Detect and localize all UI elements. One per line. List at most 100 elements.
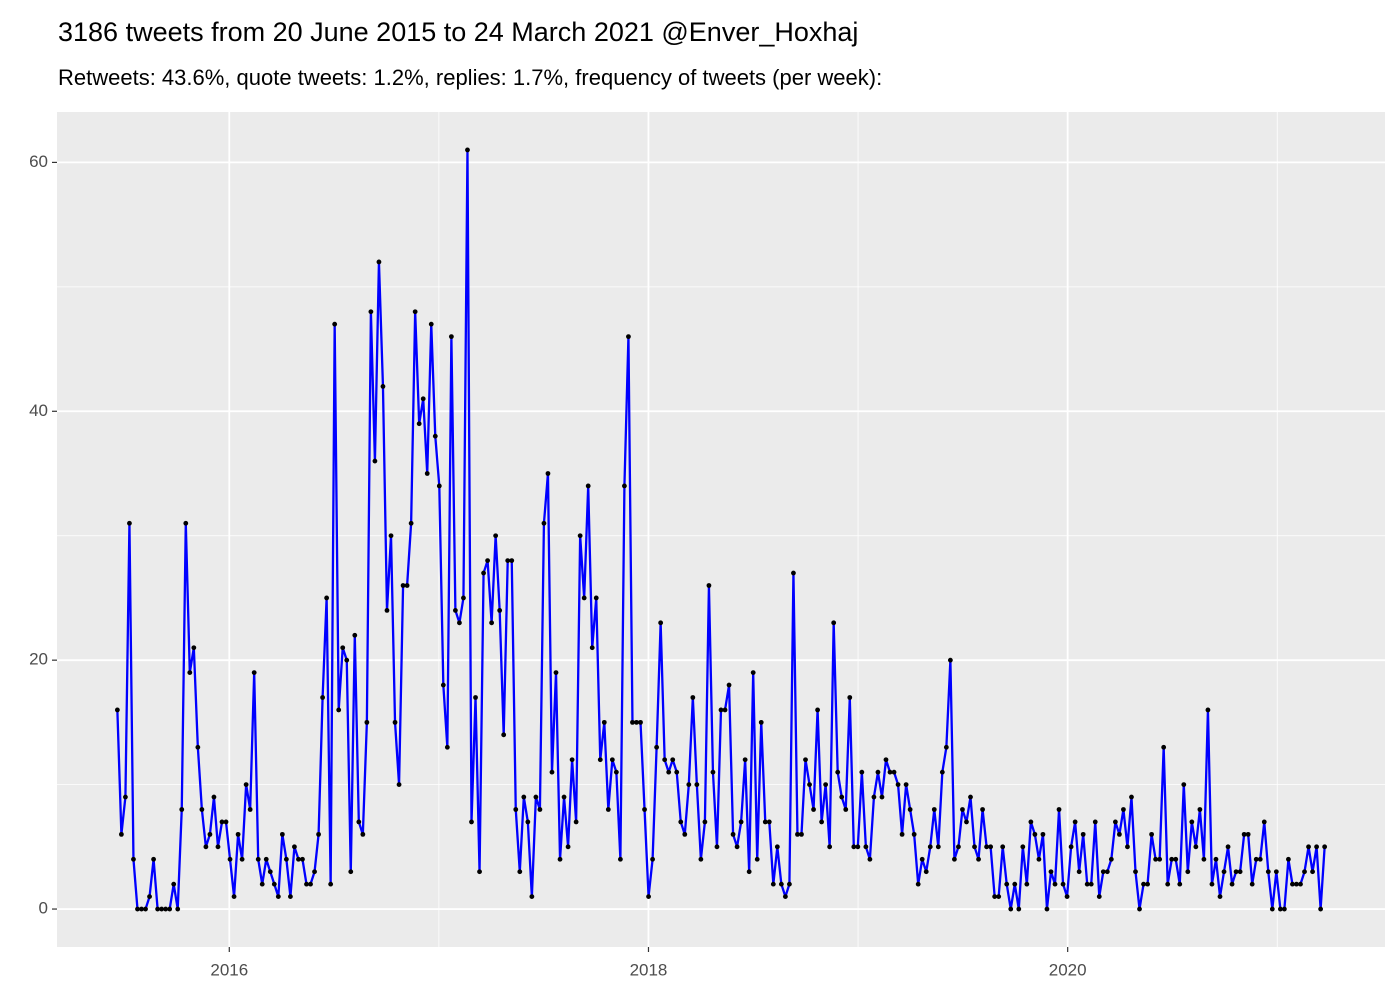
- point: [613, 769, 619, 775]
- point: [992, 894, 998, 900]
- point: [1096, 894, 1102, 900]
- point: [1000, 844, 1006, 850]
- point: [815, 707, 820, 713]
- point: [1205, 707, 1211, 713]
- point: [288, 894, 293, 900]
- point: [899, 831, 905, 837]
- point: [1261, 819, 1267, 825]
- point: [127, 520, 132, 526]
- point: [863, 844, 869, 850]
- point: [448, 334, 454, 340]
- point: [996, 894, 1002, 900]
- point: [855, 844, 861, 850]
- point: [247, 807, 253, 812]
- point: [549, 769, 555, 775]
- point: [300, 856, 305, 862]
- point: [923, 869, 929, 875]
- point: [1181, 782, 1187, 788]
- point: [324, 595, 330, 601]
- point: [847, 695, 853, 700]
- chart-subtitle: Retweets: 43.6%, quote tweets: 1.2%, rep…: [58, 65, 882, 90]
- point: [123, 794, 128, 800]
- point: [762, 819, 768, 825]
- point: [243, 782, 249, 788]
- point: [444, 744, 450, 750]
- point: [1125, 844, 1130, 850]
- point: [710, 769, 716, 775]
- point: [392, 719, 398, 725]
- point: [573, 819, 579, 825]
- point: [1193, 844, 1199, 850]
- point: [891, 769, 897, 775]
- point: [943, 744, 949, 750]
- point: [593, 595, 599, 601]
- point: [380, 383, 386, 389]
- point: [702, 819, 708, 825]
- point: [312, 869, 317, 875]
- point: [670, 757, 676, 763]
- point: [388, 533, 394, 539]
- point: [1294, 881, 1299, 887]
- point: [457, 620, 462, 626]
- point: [251, 670, 257, 676]
- point: [187, 670, 193, 676]
- point: [505, 558, 511, 564]
- point: [1024, 881, 1030, 887]
- point: [935, 844, 941, 850]
- point: [626, 334, 631, 340]
- point: [1117, 831, 1122, 837]
- point: [1044, 906, 1050, 912]
- point: [227, 856, 233, 862]
- point: [545, 471, 551, 476]
- point: [903, 782, 909, 788]
- point: [1060, 881, 1066, 887]
- point: [1080, 831, 1086, 837]
- point: [1314, 844, 1319, 850]
- point: [577, 533, 583, 539]
- point: [1008, 906, 1014, 912]
- point: [964, 819, 969, 825]
- point: [634, 719, 639, 725]
- point: [304, 881, 309, 887]
- point: [203, 844, 209, 850]
- point: [811, 807, 816, 812]
- point: [1052, 881, 1058, 887]
- point: [746, 869, 752, 875]
- point: [517, 869, 523, 875]
- point: [1133, 869, 1138, 875]
- point: [782, 894, 788, 900]
- point: [1153, 856, 1159, 862]
- point: [340, 645, 346, 651]
- point: [336, 707, 342, 713]
- point: [384, 607, 390, 613]
- point: [255, 856, 261, 862]
- point: [851, 844, 857, 850]
- point: [1249, 881, 1255, 887]
- point: [1273, 869, 1279, 875]
- point: [155, 906, 161, 912]
- point: [738, 819, 744, 825]
- point: [1012, 881, 1018, 887]
- point: [843, 807, 849, 812]
- point: [465, 147, 470, 153]
- point: [698, 856, 704, 862]
- point: [356, 819, 362, 825]
- point: [404, 583, 410, 588]
- point: [630, 719, 635, 725]
- x-tick-label: 2020: [1049, 960, 1087, 979]
- point: [320, 695, 325, 700]
- point: [766, 819, 772, 825]
- point: [211, 794, 217, 800]
- point: [396, 782, 402, 788]
- point: [565, 844, 571, 850]
- point: [1281, 906, 1287, 912]
- point: [1185, 869, 1191, 875]
- point: [1141, 881, 1146, 887]
- point: [642, 807, 647, 812]
- point: [259, 881, 265, 887]
- point: [183, 520, 189, 526]
- point: [976, 856, 981, 862]
- point: [883, 757, 889, 763]
- point: [939, 769, 945, 775]
